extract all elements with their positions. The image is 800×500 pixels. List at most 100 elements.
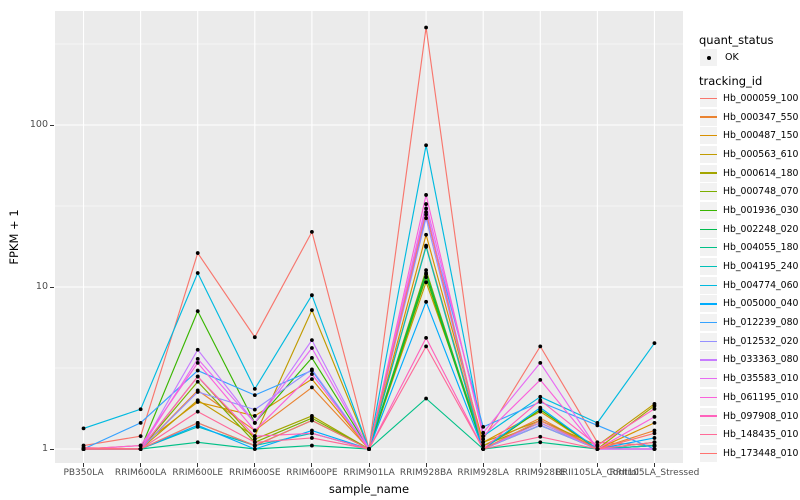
data-point [195,379,200,384]
legend-key-swatch [700,276,717,294]
data-point [138,407,143,412]
y-tick-mark [50,448,54,450]
x-tick-label-RRII105LA_Control: RRII105LA_Control [555,468,640,478]
data-point [310,338,314,343]
legend-item-Hb_000487_150: Hb_000487_150 [700,126,800,145]
data-point [424,336,428,340]
data-point [310,431,314,436]
legend-item-label: Hb_035583_010 [723,373,799,385]
data-point [310,372,314,376]
data-point [367,447,371,451]
data-point [481,437,486,442]
data-point [424,216,428,221]
data-point [138,420,143,425]
legend-key-swatch [700,145,717,163]
data-point [424,396,428,401]
legend-item-Hb_148435_010: Hb_148435_010 [700,425,800,444]
data-point [652,440,657,445]
legend-item-label: Hb_097908_010 [723,410,799,422]
x-tick-mark [539,463,541,467]
legend-line-icon [700,97,717,99]
x-tick-label-RRIM928BA: RRIM928BA [399,468,453,478]
legend-key-swatch [700,183,717,201]
legend-key-swatch [700,239,717,257]
legend-key-swatch [700,258,717,276]
legend-key-swatch [700,426,717,444]
data-point [195,390,200,394]
legend-key-swatch [700,407,717,425]
data-point [424,232,428,237]
legend-item-Hb_004774_060: Hb_004774_060 [700,276,800,295]
data-point [252,428,257,433]
legend-item-label: Hb_173448_010 [723,447,799,459]
data-point [595,423,600,428]
data-point [310,346,314,350]
data-point [310,377,314,382]
x-tick-mark [197,463,199,467]
data-point [195,420,200,425]
data-point [652,341,657,346]
data-point [195,398,200,403]
data-point [252,443,257,448]
legend-item-list: Hb_000059_100 Hb_000347_550 Hb_000487_150 H… [700,89,800,463]
data-point [424,271,428,275]
data-point [538,378,543,382]
data-point [424,210,428,214]
legend-item-Hb_004055_180: Hb_004055_180 [700,239,800,258]
data-point [652,406,657,411]
legend-item-label: Hb_004774_060 [723,279,799,291]
legend-ok-key [700,49,717,66]
x-tick-label-RRII105LA_Stressed: RRII105LA_Stressed [609,468,700,478]
data-point [481,434,486,439]
legend-line-icon [700,153,717,156]
data-point [310,308,314,313]
legend-line-icon [700,359,717,361]
data-point [195,368,200,373]
legend-item-label: Hb_033363_080 [723,354,799,366]
data-point [310,428,314,433]
data-point [595,443,600,448]
legend-key-swatch [700,332,717,350]
x-tick-mark [653,463,655,467]
legend-item-Hb_035583_010: Hb_035583_010 [700,369,800,388]
legend-line-icon [700,172,717,174]
data-point [195,251,200,255]
data-point [252,407,257,412]
legend-key-swatch [700,444,717,462]
data-point [595,447,600,451]
legend-item-Hb_002248_020: Hb_002248_020 [700,220,800,239]
legend-item-label: Hb_000347_550 [723,111,799,123]
data-point [481,430,486,435]
data-point [481,447,486,451]
x-tick-mark [482,463,484,467]
x-tick-mark [425,463,427,467]
data-point [652,420,657,425]
data-point [538,394,543,399]
x-tick-mark [368,463,370,467]
legend-line-icon [700,378,717,380]
data-point [310,293,314,298]
y-tick-mark [50,286,54,288]
data-point [195,356,200,361]
data-point [195,440,200,445]
data-point [424,202,428,206]
data-point [652,443,657,448]
legend-line-icon [700,116,717,118]
data-point [195,361,200,365]
legend-item-label: Hb_000487_150 [723,130,799,142]
x-tick-label-RRIM600LA: RRIM600LA [114,468,167,478]
data-point [424,344,428,349]
data-point [310,385,314,390]
data-point [538,440,543,445]
legend-key-swatch [700,220,717,238]
data-point [424,244,428,249]
legend-item-label: Hb_148435_010 [723,429,799,441]
chart-canvas [55,11,683,463]
data-point [424,299,428,304]
legend-item-Hb_000059_100: Hb_000059_100 [700,89,800,108]
x-tick-mark [596,463,598,467]
data-point [481,424,486,429]
x-tick-mark [311,463,313,467]
legend-line-icon [700,247,717,249]
data-point [81,426,86,431]
